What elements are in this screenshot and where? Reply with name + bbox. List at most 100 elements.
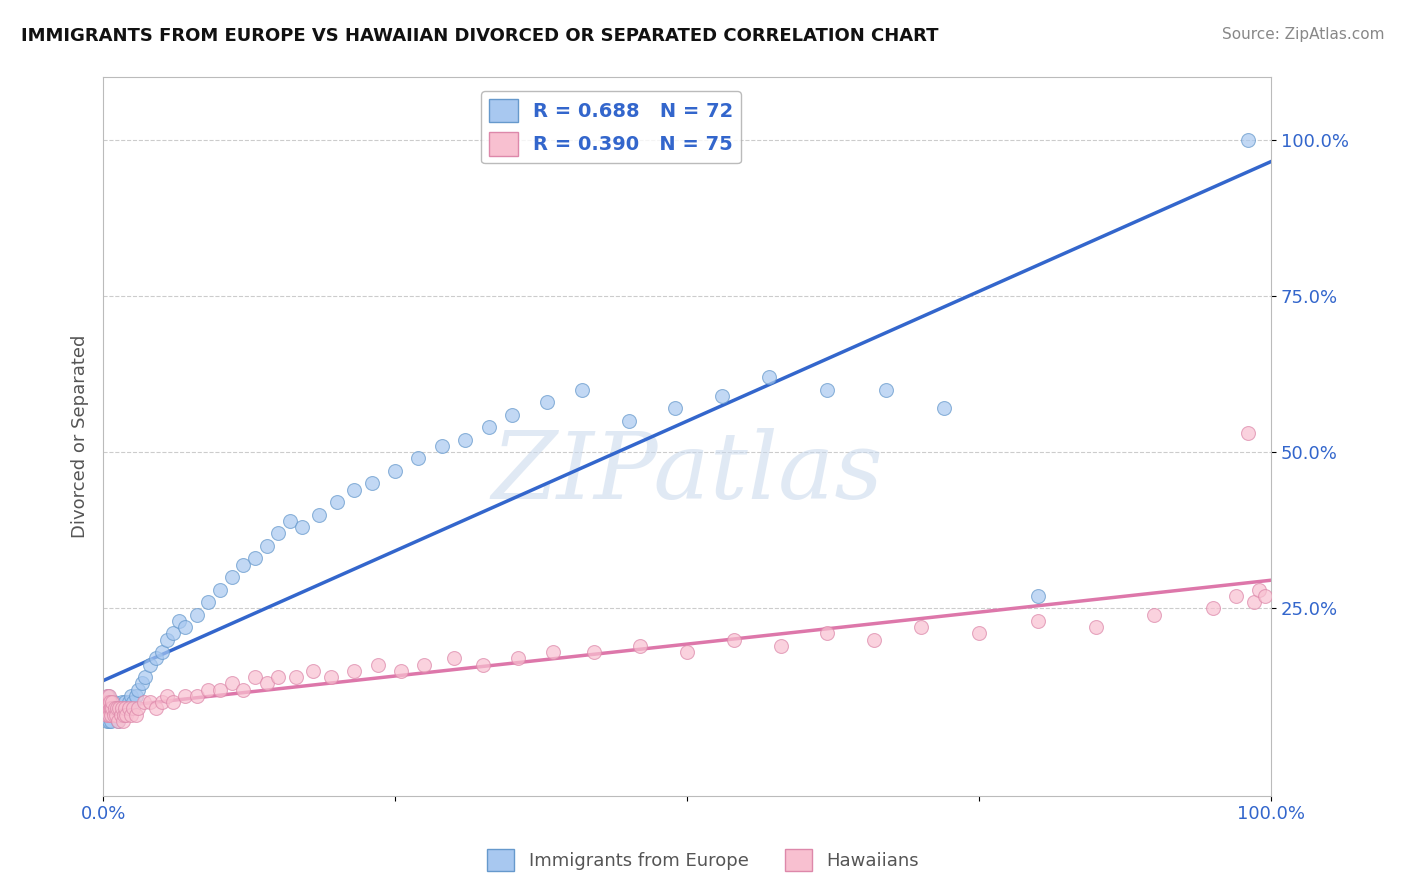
Point (139, 657, 162, 672)
Point (111, 701, 134, 715)
Point (100, 701, 122, 715)
Point (1243, 595, 1265, 609)
Point (758, 370, 780, 384)
Point (98, 695, 121, 709)
Point (101, 695, 124, 709)
Point (664, 401, 686, 416)
Point (127, 701, 149, 715)
Point (1084, 620, 1107, 634)
Point (156, 689, 179, 703)
Point (617, 414, 640, 428)
Point (815, 626, 838, 640)
Point (97, 707, 120, 722)
Point (325, 495, 347, 509)
Point (302, 664, 325, 678)
Point (98, 701, 121, 715)
Point (186, 607, 208, 622)
Point (94, 695, 117, 709)
Point (100, 714, 122, 728)
Point (139, 695, 162, 709)
Point (278, 514, 301, 528)
Point (769, 639, 792, 653)
Point (167, 614, 190, 628)
Point (110, 707, 132, 722)
Point (430, 439, 453, 453)
Point (1143, 607, 1166, 622)
Point (256, 539, 278, 553)
Point (112, 707, 135, 722)
Point (93, 707, 115, 722)
Point (145, 701, 167, 715)
Point (104, 707, 127, 722)
Point (162, 626, 184, 640)
Point (118, 695, 141, 709)
Point (308, 508, 330, 522)
Point (454, 433, 477, 447)
Point (173, 689, 195, 703)
Point (97, 701, 120, 715)
Point (103, 695, 125, 709)
Point (1236, 426, 1258, 441)
Point (863, 632, 886, 647)
Point (96, 695, 118, 709)
Point (284, 670, 307, 684)
Point (125, 689, 148, 703)
Point (1202, 601, 1225, 615)
Point (120, 689, 142, 703)
Point (910, 620, 932, 634)
Point (110, 707, 132, 722)
Point (131, 676, 153, 690)
Point (108, 701, 131, 715)
Point (134, 670, 156, 684)
Point (98, 714, 121, 728)
Point (93, 701, 115, 715)
Point (111, 695, 134, 709)
Point (98, 689, 121, 703)
Point (197, 682, 219, 697)
Point (186, 689, 208, 703)
Point (711, 389, 734, 403)
Point (232, 682, 254, 697)
Point (221, 676, 243, 690)
Point (1249, 582, 1271, 597)
Point (267, 526, 290, 541)
Point (132, 695, 155, 709)
Point (104, 707, 127, 722)
Point (628, 639, 651, 653)
Point (582, 645, 605, 659)
Point (443, 651, 465, 665)
Point (97, 695, 120, 709)
Point (120, 707, 142, 722)
Point (101, 701, 124, 715)
Point (112, 707, 135, 722)
Point (162, 695, 184, 709)
Point (1236, 133, 1258, 147)
Point (536, 395, 558, 409)
Text: Source: ZipAtlas.com: Source: ZipAtlas.com (1222, 27, 1385, 42)
Point (100, 701, 122, 715)
Point (115, 707, 138, 722)
Point (122, 695, 145, 709)
Point (107, 714, 129, 728)
Point (815, 383, 838, 397)
Point (367, 657, 389, 672)
Point (96, 707, 118, 722)
Point (127, 682, 149, 697)
Legend: Immigrants from Europe, Hawaiians: Immigrants from Europe, Hawaiians (479, 842, 927, 879)
Point (291, 520, 314, 534)
Point (723, 632, 745, 647)
Point (243, 551, 266, 566)
Point (111, 701, 134, 715)
Point (104, 707, 127, 722)
Point (221, 570, 243, 584)
Point (111, 714, 134, 728)
Point (101, 707, 124, 722)
Point (156, 632, 179, 647)
Point (1225, 589, 1247, 603)
Point (98, 707, 121, 722)
Text: IMMIGRANTS FROM EUROPE VS HAWAIIAN DIVORCED OR SEPARATED CORRELATION CHART: IMMIGRANTS FROM EUROPE VS HAWAIIAN DIVOR… (21, 27, 939, 45)
Point (145, 651, 167, 665)
Point (108, 701, 131, 715)
Point (676, 645, 699, 659)
Point (97, 689, 120, 703)
